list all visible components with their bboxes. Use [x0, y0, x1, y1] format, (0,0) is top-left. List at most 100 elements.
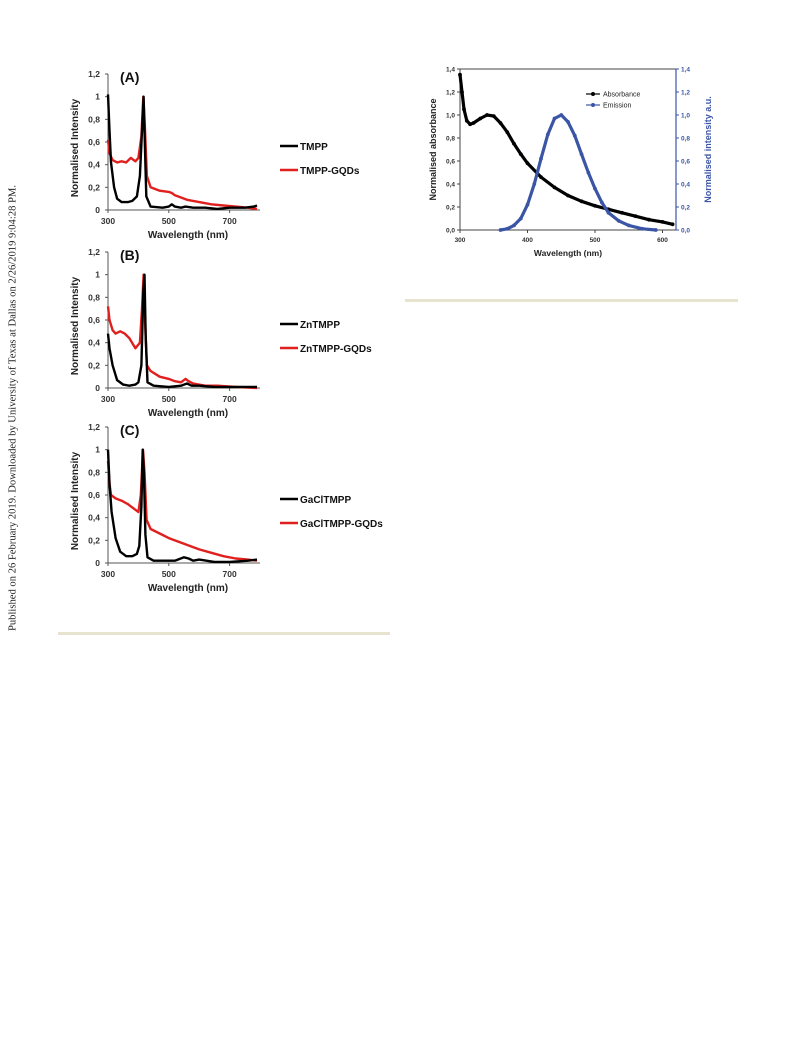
data-point — [485, 113, 489, 117]
data-point — [460, 90, 464, 94]
data-point — [626, 223, 631, 228]
legend-label: TMPP — [300, 142, 328, 153]
data-point — [478, 116, 483, 121]
legend-marker — [591, 92, 595, 96]
data-point — [579, 152, 584, 156]
x-tick-label: 300 — [455, 237, 466, 244]
data-point — [505, 130, 510, 135]
data-point — [498, 121, 503, 125]
y-tick-label: 1,2 — [88, 422, 100, 432]
legend-label: GaClTMPP — [300, 495, 351, 506]
y-tick-label: 1 — [95, 270, 100, 280]
legend-marker — [591, 103, 595, 107]
chart-panel-b: 0 0,2 0,4 0,6 0,8 1 1,2 300 500 700 Wavelength (nm… — [70, 247, 372, 419]
data-point — [579, 199, 584, 204]
y-tick-label: 1,2 — [88, 69, 100, 79]
data-point — [518, 216, 523, 221]
data-point — [660, 220, 665, 224]
data-point — [640, 226, 645, 231]
legend-label: Emission — [603, 103, 632, 110]
legend-label: GaClTMPP-GQDs — [300, 519, 383, 530]
x-tick-label: 600 — [657, 237, 668, 244]
data-point — [505, 226, 510, 231]
right-y-tick-label: 0,4 — [681, 182, 690, 189]
data-point — [572, 133, 577, 138]
x-tick-label: 400 — [522, 237, 533, 244]
y-tick-label: 0,6 — [446, 159, 455, 166]
x-tick-label: 500 — [162, 394, 176, 404]
y-axis-title: Normalised Intensity — [70, 276, 81, 375]
data-point — [491, 114, 496, 118]
right-y-tick-label: 1,2 — [681, 90, 690, 97]
y-tick-label: 0,2 — [88, 535, 100, 545]
download-watermark-text: Published on 26 February 2019. Downloade… — [7, 184, 19, 632]
x-tick-label: 500 — [162, 216, 176, 226]
y-tick-label: 0 — [95, 558, 100, 568]
data-point — [518, 152, 523, 156]
right-y-tick-label: 1,4 — [681, 67, 690, 74]
chart-absorbance-emission: 0,0 0,2 0,4 0,6 0,8 1,0 1,2 1,4 0,0 0,2 0,4 0,6 0,8 1… — [428, 67, 713, 259]
series-line-gacltmpp — [106, 448, 258, 564]
panel-label: (C) — [120, 422, 139, 438]
chart-panel-a: 0 0,2 0,4 0,6 0,8 1 1,2 300 500 700 Wavelength (nm… — [70, 69, 360, 241]
data-point — [552, 116, 557, 121]
data-point — [468, 122, 472, 127]
y-axis-title: Normalised Intensity — [70, 451, 81, 550]
data-point — [653, 228, 658, 232]
legend-label: Absorbance — [603, 92, 640, 99]
y-tick-label: 0 — [95, 205, 100, 215]
panel-label: (B) — [120, 247, 139, 263]
data-point — [512, 223, 516, 228]
y-tick-label: 0,8 — [88, 114, 100, 124]
y-tick-label: 0,2 — [88, 182, 100, 192]
y-tick-label: 0,6 — [88, 137, 100, 147]
y-tick-label: 1,2 — [88, 247, 100, 257]
data-point — [462, 107, 466, 112]
chart-panel-c: 0 0,2 0,4 0,6 0,8 1 1,2 300 500 700 Wavelength (nm… — [70, 422, 383, 594]
y-tick-label: 1 — [95, 92, 100, 102]
figure-divider-left — [58, 632, 390, 635]
data-point — [566, 193, 570, 198]
data-point — [593, 203, 597, 208]
y-tick-label: 0 — [95, 383, 100, 393]
series-emission — [498, 113, 658, 232]
series-line-gacltmpp-gqds — [106, 448, 258, 562]
x-axis-title: Wavelength (nm) — [148, 408, 228, 419]
y-tick-label: 0,2 — [446, 205, 455, 212]
y-tick-label: 0,0 — [446, 228, 455, 235]
x-tick-label: 300 — [101, 216, 115, 226]
data-point — [616, 218, 621, 223]
y-tick-label: 0,4 — [88, 338, 100, 348]
y-tick-label: 1,0 — [446, 113, 455, 120]
right-y-tick-label: 0,6 — [681, 159, 690, 166]
series-line-tmpp — [106, 94, 258, 211]
data-point — [464, 118, 469, 123]
series-line-zntmpp-gqds — [106, 273, 258, 390]
series-absorbance — [458, 72, 675, 227]
legend-label: ZnTMPP — [300, 320, 340, 331]
x-tick-label: 700 — [223, 394, 237, 404]
series-line-tmpp-gqds — [106, 95, 258, 211]
data-point — [647, 217, 651, 222]
plot-frame — [459, 68, 677, 231]
y-tick-label: 1,4 — [446, 67, 455, 74]
right-y-tick-label: 0,0 — [681, 228, 690, 235]
data-point — [599, 200, 604, 205]
y-tick-label: 0,4 — [446, 182, 455, 189]
y-tick-label: 1,2 — [446, 90, 455, 97]
data-point — [586, 170, 591, 175]
legend-label: ZnTMPP-GQDs — [300, 344, 372, 355]
y-tick-label: 0,6 — [88, 490, 100, 500]
data-point — [539, 156, 543, 161]
right-y-tick-label: 1,0 — [681, 113, 690, 120]
data-point — [566, 120, 570, 124]
series-line — [500, 113, 656, 232]
data-point — [498, 228, 503, 232]
data-point — [545, 132, 550, 137]
legend-label: TMPP-GQDs — [300, 166, 360, 177]
series-line — [458, 74, 673, 226]
y-tick-label: 1 — [95, 445, 100, 455]
y-tick-label: 0,8 — [88, 292, 100, 302]
x-tick-label: 300 — [101, 394, 115, 404]
data-point — [525, 202, 530, 207]
